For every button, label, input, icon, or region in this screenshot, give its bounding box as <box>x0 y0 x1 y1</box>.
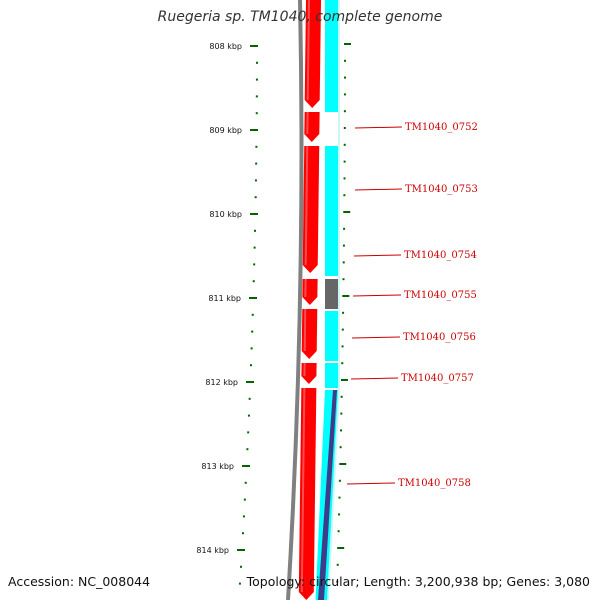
gene-leader-line <box>346 482 396 485</box>
tick-label: 810 kbp <box>209 210 242 219</box>
forward-cds-highlight <box>306 0 310 101</box>
accession-text: Accession: NC_008044 <box>8 574 151 589</box>
reverse-track-edge <box>327 0 340 600</box>
gene-leader-line <box>354 188 403 191</box>
gc-skew-band <box>318 390 337 600</box>
tick-label: 814 kbp <box>196 546 229 555</box>
gene-leader-line <box>354 126 403 129</box>
forward-cds-highlight <box>300 387 306 593</box>
gene-label: TM1040_0758 <box>398 478 471 489</box>
forward-cds-highlight <box>303 308 307 352</box>
tick-label: 812 kbp <box>205 378 238 387</box>
reverse-cds-feature <box>325 0 338 112</box>
gene-label: TM1040_0756 <box>403 332 476 343</box>
gene-label: TM1040_0754 <box>404 250 477 261</box>
tick-label: 809 kbp <box>209 126 242 135</box>
gene-label: TM1040_0757 <box>401 373 474 384</box>
reverse-cds-feature <box>325 363 338 388</box>
map-title: Ruegeria sp. TM1040, complete genome <box>157 9 443 25</box>
tick-label: 811 kbp <box>208 294 241 303</box>
backbone-track <box>286 0 304 600</box>
reverse-cds-feature <box>325 279 338 309</box>
gene-leader-line <box>351 336 401 339</box>
gene-label: TM1040_0753 <box>405 184 478 195</box>
gene-labels: TM1040_0752 TM1040_0753 TM1040_0754 TM1040_… <box>346 122 478 489</box>
gene-label: TM1040_0755 <box>404 290 477 301</box>
genome-summary: Topology: circular; Length: 3,200,938 bp… <box>246 574 590 589</box>
gene-label: TM1040_0752 <box>405 122 478 133</box>
tick-label: 813 kbp <box>201 462 234 471</box>
forward-cds-highlight <box>304 145 309 266</box>
reverse-cds-feature <box>325 146 338 276</box>
gene-leader-line <box>350 377 399 380</box>
gene-leader-line <box>352 294 402 297</box>
gene-leader-line <box>353 254 402 257</box>
tick-label: 808 kbp <box>209 42 242 51</box>
scale-ticks: 808 kbp 809 kbp 810 kbp 811 kbp 812 kbp 813 k… <box>196 42 351 585</box>
feature-tracks <box>286 0 340 600</box>
reverse-cds-feature <box>325 311 338 361</box>
